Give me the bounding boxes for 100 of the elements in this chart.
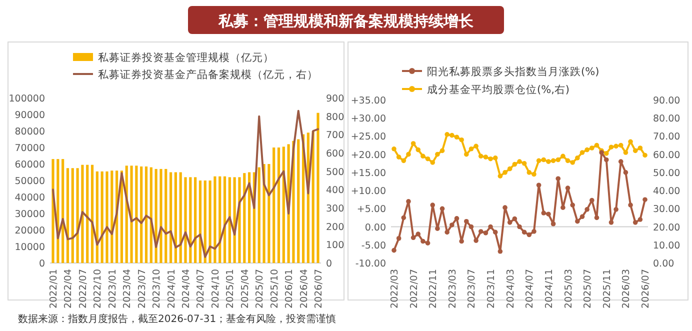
point: [464, 218, 469, 224]
point: [440, 148, 445, 154]
y-tick-label: 70000: [14, 143, 45, 154]
legend-label: 成分基金平均股票仓位(%,右): [427, 83, 570, 96]
point: [522, 230, 527, 235]
point: [430, 160, 436, 165]
bar: [110, 170, 114, 263]
point: [628, 202, 633, 208]
point: [556, 176, 561, 181]
point: [608, 144, 614, 150]
point: [608, 220, 614, 225]
x-tick-label: 2024/07: [524, 269, 536, 308]
bar: [160, 168, 162, 263]
y2-tick-label: 500: [326, 166, 344, 178]
point: [584, 206, 590, 212]
bar: [277, 148, 280, 263]
bar: [268, 164, 270, 263]
y-tick-label: 60000: [14, 160, 45, 170]
y-tick-label: +25.00: [350, 132, 386, 143]
bar: [184, 177, 187, 263]
point: [459, 238, 464, 244]
point: [614, 144, 618, 149]
y2-tick-label: 70.00: [653, 132, 680, 143]
x-tick-label: 2024/01: [166, 269, 178, 308]
y-tick-label: 90000: [14, 110, 45, 121]
y-tick-label: -5.00: [361, 240, 386, 252]
line-series: [392, 132, 648, 178]
point: [642, 152, 648, 158]
point: [590, 198, 594, 203]
point: [560, 205, 566, 210]
bar: [258, 167, 260, 263]
bar: [223, 176, 226, 263]
bar: [135, 166, 138, 263]
y2-tick-label: 700: [326, 130, 344, 142]
point: [474, 144, 478, 149]
y-tick-label: +20.00: [350, 150, 386, 161]
point: [396, 236, 402, 241]
point: [483, 230, 488, 236]
bar: [208, 180, 212, 263]
x-tick-label: 2024/04: [181, 269, 192, 308]
point: [604, 151, 609, 156]
point: [517, 224, 522, 230]
bar: [179, 172, 182, 263]
point: [502, 205, 508, 210]
x-tick-label: 2023/11: [486, 269, 498, 308]
point: [468, 224, 474, 230]
point: [638, 146, 643, 150]
point: [406, 199, 411, 204]
point: [444, 132, 450, 137]
x-tick-label: 2022/10: [92, 269, 104, 308]
bar: [164, 168, 168, 263]
y-tick-label: 30000: [14, 209, 45, 220]
y2-tick-label: 60.00: [653, 150, 680, 161]
bar: [297, 139, 300, 263]
x-tick-label: 2025/03: [563, 269, 574, 308]
bar: [96, 171, 98, 263]
point: [532, 172, 536, 177]
point: [575, 218, 580, 224]
point: [618, 142, 624, 148]
bar: [218, 176, 222, 263]
legend-label: 阳光私募股票多头指数当月涨跌(%): [427, 65, 600, 78]
point: [594, 142, 600, 148]
bar: [194, 177, 197, 263]
point: [560, 154, 566, 159]
bar: [243, 173, 246, 263]
point: [498, 174, 503, 178]
y-tick-label: 10000: [14, 242, 45, 253]
bar: [272, 148, 276, 263]
point: [478, 229, 484, 234]
point: [459, 137, 464, 142]
x-tick-label: 2026/04: [298, 269, 310, 308]
line-series: [52, 110, 319, 258]
point: [623, 170, 628, 175]
y2-tick-label: 0.00: [653, 258, 674, 270]
x-tick-label: 2022/07: [408, 269, 420, 308]
x-tick-label: 2025/11: [602, 269, 613, 308]
bar: [81, 164, 84, 263]
bar: [214, 176, 216, 263]
point: [425, 240, 430, 246]
x-tick-label: 2026/03: [621, 269, 632, 308]
point: [517, 159, 522, 164]
point: [618, 159, 624, 164]
x-tick-label: 2023/03: [447, 269, 458, 308]
point: [590, 146, 594, 150]
point: [450, 222, 454, 228]
x-tick-label: 2025/04: [240, 269, 251, 308]
point: [546, 159, 551, 164]
point: [632, 220, 638, 225]
point: [580, 214, 585, 220]
y-tick-label: +10.00: [350, 186, 386, 198]
x-tick-label: 2022/01: [48, 269, 60, 308]
x-tick-label: 2022/11: [428, 269, 440, 308]
point: [450, 132, 454, 138]
y-tick-label: +35.00: [350, 96, 386, 106]
point: [584, 147, 590, 152]
y-tick-label: +5.00: [356, 204, 386, 216]
point: [410, 235, 416, 240]
legend-label: 私募证券投资基金管理规模（亿元）: [98, 51, 274, 64]
x-tick-label: 2023/01: [107, 269, 118, 308]
point: [550, 221, 556, 226]
